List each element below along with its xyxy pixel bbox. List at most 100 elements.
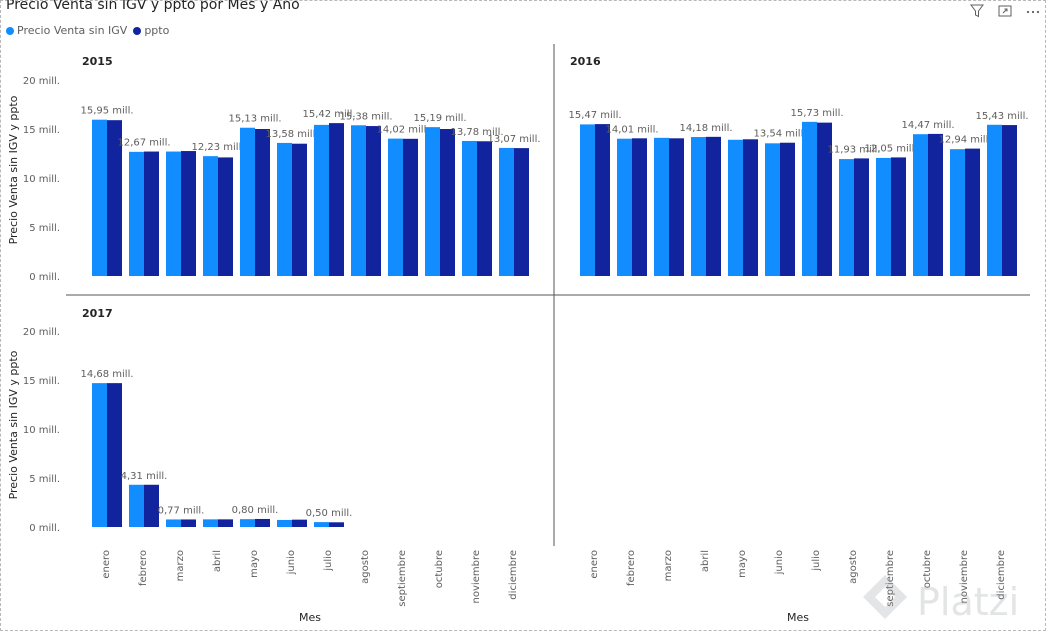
data-label: 12,67 mill.	[117, 138, 170, 149]
bar-2016-febrero-ppto	[632, 138, 647, 276]
y-axis-title-bottom: Precio Venta sin IGV y ppto	[7, 350, 20, 499]
y-tick-label: 20 mill.	[23, 327, 60, 338]
bar-2016-enero-precio	[580, 124, 595, 276]
bar-2017-marzo-precio	[166, 519, 181, 527]
y-tick-label: 15 mill.	[23, 125, 60, 136]
data-label: 14,47 mill.	[901, 120, 954, 131]
y-tick-label: 15 mill.	[23, 376, 60, 387]
x-tick-label: junio	[286, 550, 297, 575]
x-tick-label: febrero	[138, 550, 149, 586]
x-tick-label: febrero	[626, 550, 637, 586]
filter-icon[interactable]	[968, 2, 986, 20]
bar-2016-julio-ppto	[817, 122, 832, 276]
y-tick-label: 10 mill.	[23, 425, 60, 436]
bar-2017-mayo-ppto	[255, 518, 270, 527]
bar-2016-marzo-ppto	[669, 138, 684, 276]
data-label: 15,38 mill.	[339, 111, 392, 122]
data-label: 15,73 mill.	[790, 108, 843, 119]
bar-2016-diciembre-precio	[987, 124, 1002, 276]
data-label: 13,54 mill.	[753, 129, 806, 140]
bar-2015-agosto-ppto	[366, 126, 381, 276]
data-label: 14,01 mill.	[605, 124, 658, 135]
data-label: 15,95 mill.	[80, 106, 133, 117]
x-tick-label: noviembre	[959, 550, 970, 603]
bar-2015-marzo-precio	[166, 151, 181, 276]
y-tick-label: 0 mill.	[29, 523, 60, 534]
focus-mode-icon[interactable]	[996, 2, 1014, 20]
bar-2015-diciembre-ppto	[514, 148, 529, 276]
bar-2015-marzo-ppto	[181, 151, 196, 276]
data-label: 13,07 mill.	[487, 134, 540, 145]
bar-2016-julio-precio	[802, 121, 817, 276]
y-tick-label: 5 mill.	[29, 474, 60, 485]
bar-2016-junio-precio	[765, 143, 780, 276]
legend-dot-precio	[6, 26, 14, 35]
bar-2015-noviembre-ppto	[477, 141, 492, 276]
x-axis-title-right: Mes	[787, 611, 809, 624]
y-tick-label: 10 mill.	[23, 174, 60, 185]
x-tick-label: diciembre	[996, 550, 1007, 600]
panel-year-2016: 2016	[570, 55, 601, 68]
data-label: 13,58 mill.	[265, 129, 318, 140]
bar-2016-diciembre-ppto	[1002, 125, 1017, 276]
bar-2015-abril-ppto	[218, 157, 233, 276]
bar-2015-mayo-ppto	[255, 129, 270, 276]
platzi-logo-icon	[863, 575, 907, 619]
data-label: 14,68 mill.	[80, 369, 133, 380]
bar-2015-julio-ppto	[329, 123, 344, 277]
bar-2017-abril-precio	[203, 519, 218, 527]
bar-2017-julio-precio	[314, 522, 329, 527]
x-tick-label: octubre	[434, 550, 445, 588]
x-tick-label: marzo	[663, 550, 674, 581]
data-label: 15,13 mill.	[228, 114, 281, 125]
x-tick-label: diciembre	[508, 550, 519, 600]
bar-2015-septiembre-precio	[388, 138, 403, 276]
x-tick-label: agosto	[360, 550, 371, 584]
data-label: 12,05 mill.	[864, 143, 917, 154]
bar-2017-enero-ppto	[107, 383, 122, 527]
bar-2015-enero-ppto	[107, 120, 122, 277]
bar-2015-febrero-ppto	[144, 151, 159, 276]
more-options-icon[interactable]	[1024, 2, 1042, 20]
bar-2017-febrero-ppto	[144, 484, 159, 527]
data-label: 15,43 mill.	[975, 111, 1028, 122]
bar-2017-junio-precio	[277, 519, 292, 527]
legend-item-precio[interactable]: Precio Venta sin IGV	[6, 24, 127, 37]
x-tick-label: julio	[811, 550, 822, 572]
bar-2016-abril-ppto	[706, 136, 721, 276]
x-tick-label: marzo	[175, 550, 186, 581]
bar-2015-junio-precio	[277, 142, 292, 276]
bar-2017-abril-ppto	[218, 519, 233, 527]
data-label: 14,18 mill.	[679, 123, 732, 134]
bar-2015-octubre-ppto	[440, 129, 455, 276]
y-tick-label: 0 mill.	[29, 272, 60, 283]
x-tick-label: mayo	[249, 550, 260, 578]
data-label: 11,93 mill.	[827, 144, 880, 155]
x-tick-label: agosto	[848, 550, 859, 584]
x-tick-label: septiembre	[397, 550, 408, 607]
visual-header-icons	[968, 2, 1042, 20]
bar-2016-agosto-precio	[839, 159, 854, 276]
platzi-wordmark: Platzi	[917, 580, 1019, 624]
bar-2016-marzo-precio	[654, 137, 669, 276]
bar-2016-septiembre-ppto	[891, 157, 906, 276]
x-tick-label: abril	[700, 550, 711, 572]
bar-2017-junio-ppto	[292, 519, 307, 527]
data-label: 15,19 mill.	[413, 113, 466, 124]
bar-2016-febrero-precio	[617, 138, 632, 276]
legend-label-precio: Precio Venta sin IGV	[17, 24, 128, 37]
bar-2015-noviembre-precio	[462, 140, 477, 276]
bar-2017-febrero-precio	[129, 484, 144, 527]
x-tick-label: abril	[212, 550, 223, 572]
bar-2015-agosto-precio	[351, 125, 366, 276]
data-label: 15,47 mill.	[568, 110, 621, 121]
legend-item-ppto[interactable]: ppto	[133, 24, 169, 37]
x-tick-label: mayo	[737, 550, 748, 578]
bar-2016-septiembre-precio	[876, 157, 891, 276]
legend: Precio Venta sin IGV ppto	[6, 24, 171, 37]
x-tick-label: septiembre	[885, 550, 896, 607]
bar-2015-enero-precio	[92, 119, 107, 276]
legend-label-ppto: ppto	[144, 24, 170, 37]
